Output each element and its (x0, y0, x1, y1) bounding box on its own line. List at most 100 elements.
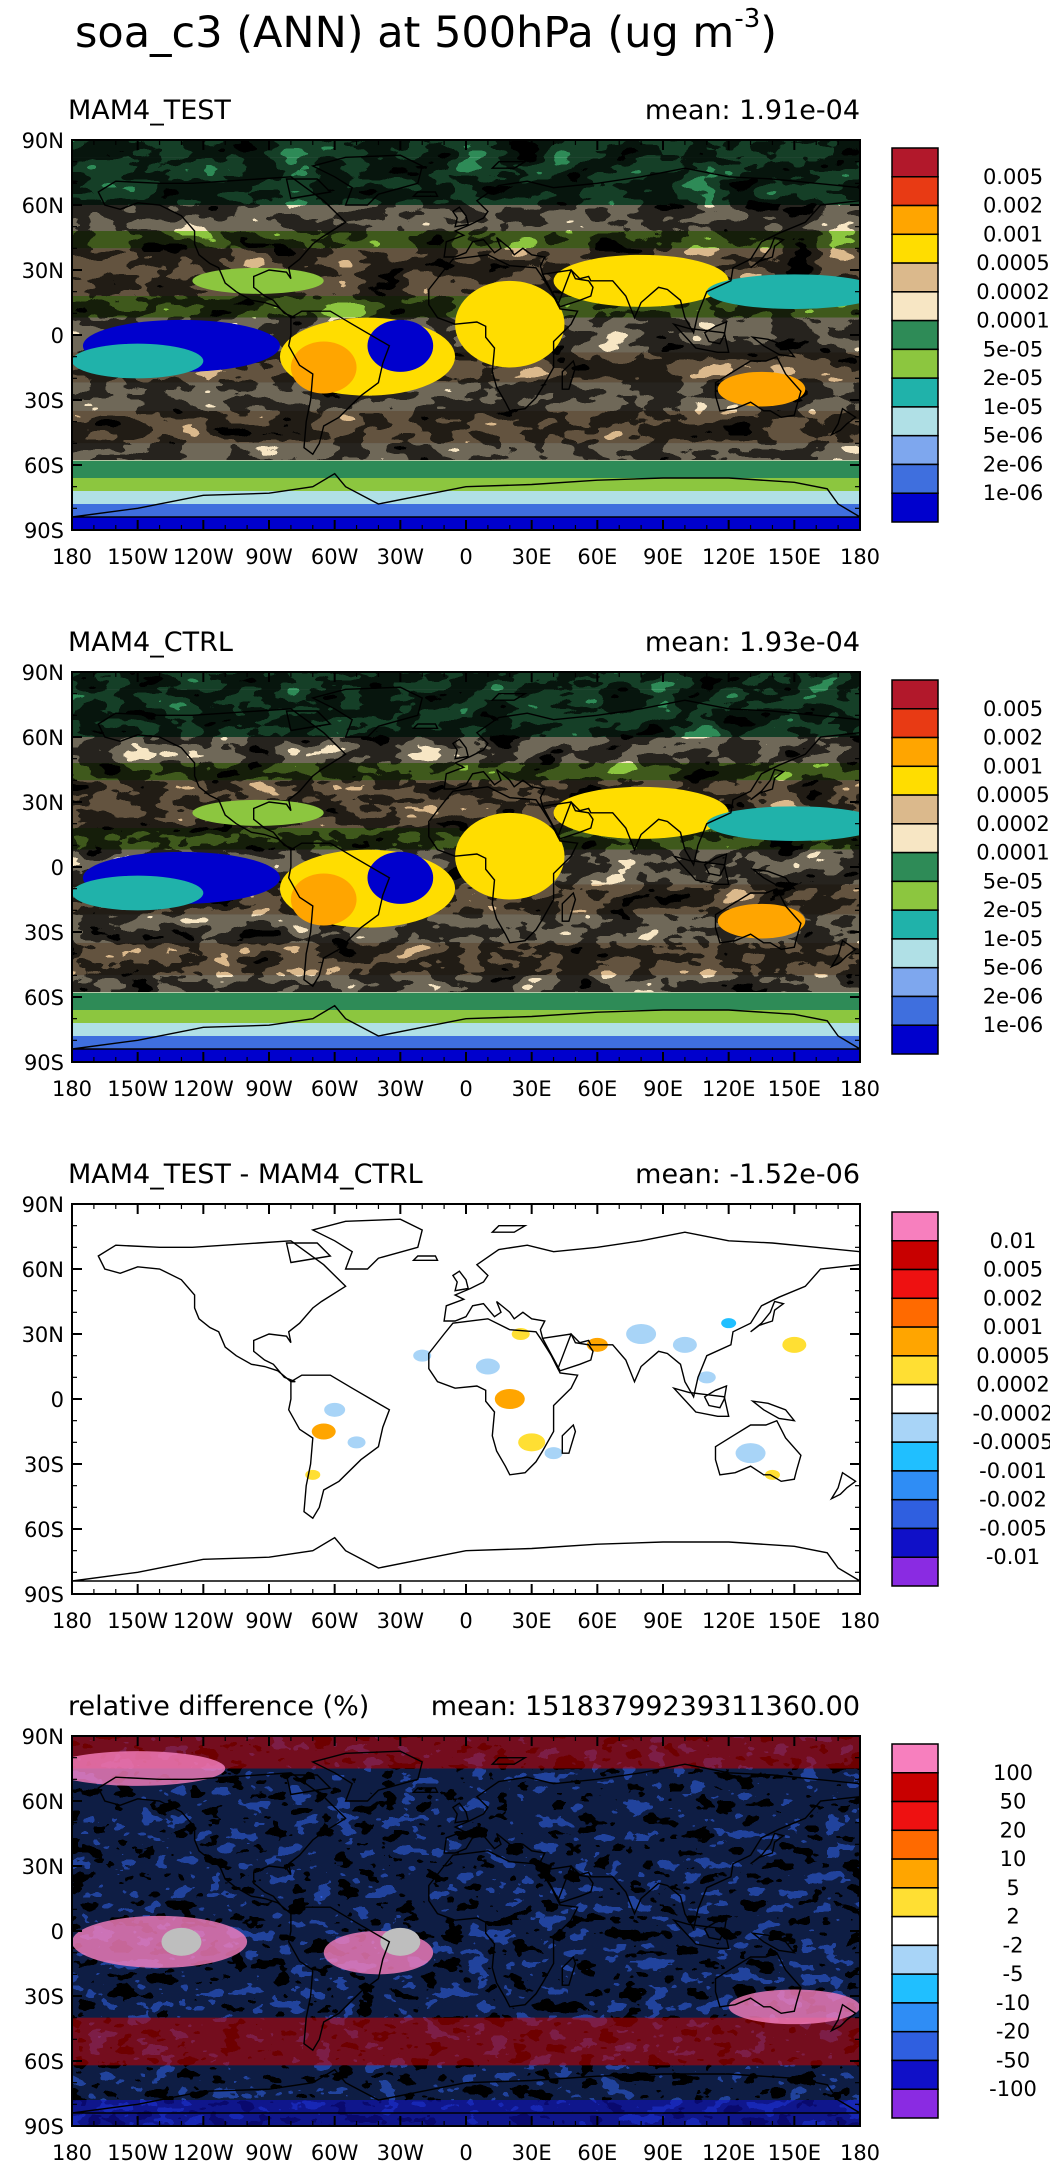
lon-tick-label: 0 (459, 2141, 472, 2165)
coastline-indonesia (671, 1386, 730, 1418)
colorbar-label: -20 (996, 2020, 1030, 2044)
colorbar-box (891, 262, 939, 293)
lon-tick-label: 60E (577, 545, 617, 569)
zonal-band (72, 992, 860, 1010)
lon-tick-label: 120E (702, 1609, 755, 1633)
field-map (72, 1204, 860, 1594)
field-blob (626, 1324, 657, 1344)
zonal-band (72, 2017, 860, 2066)
colorbar-box (891, 1743, 939, 1774)
panel-title: relative difference (%) (68, 1691, 369, 1722)
map-panel: relative difference (%) mean: 15183799239… (22, 1691, 1037, 2165)
colorbar-label: 0.0005 (976, 1344, 1049, 1368)
lon-tick-label: 180 (52, 1077, 92, 1101)
field-blob (290, 873, 357, 926)
coastline-uk (451, 1802, 470, 1824)
coastline-greenland (310, 1750, 424, 1802)
coastline-eurasia (443, 167, 860, 335)
lon-tick-label: 30W (377, 1077, 425, 1101)
coastline-japan (750, 768, 786, 801)
field-map (72, 672, 860, 1062)
lon-tick-label: 150W (107, 2141, 168, 2165)
lon-tick-label: 0 (459, 545, 472, 569)
lon-tick-label: 0 (459, 1077, 472, 1101)
lat-tick-label: 0 (51, 1920, 64, 1944)
coastline-svalbard (490, 693, 528, 701)
colorbar-label: 0.0002 (976, 1373, 1049, 1397)
colorbar-box (891, 204, 939, 236)
coastlines (72, 686, 860, 1050)
colorbar-label: 1e-05 (983, 395, 1044, 419)
colorbar-label: 0.0002 (976, 812, 1049, 836)
coastline-japan (750, 236, 786, 269)
colorbar-box (891, 1829, 939, 1860)
colorbar-label: -0.0005 (972, 1430, 1050, 1454)
colorbar-box (891, 1915, 939, 1947)
field-blob (782, 1336, 807, 1353)
field-blob (72, 1915, 248, 1968)
lon-tick-label: 30W (377, 2141, 425, 2165)
missing-region (380, 1927, 421, 1956)
field-blob (324, 1402, 346, 1417)
coastline-madagascar (561, 1955, 577, 1986)
panel-title: MAM4_TEST - MAM4_CTRL (68, 1159, 423, 1190)
lon-tick-label: 120E (702, 545, 755, 569)
colorbar-box (891, 348, 939, 379)
colorbar-label: 5e-06 (983, 956, 1044, 980)
colorbar-label: -2 (1003, 1933, 1024, 1957)
lon-tick-label: 90E (643, 1609, 683, 1633)
panel-mean: mean: 1.93e-04 (645, 627, 860, 658)
lat-tick-label: 90S (24, 519, 64, 543)
colorbar-label: 2e-06 (983, 452, 1044, 476)
panel-mean: mean: 1.91e-04 (645, 95, 860, 126)
colorbar-label: 2 (1006, 1905, 1019, 1929)
coastline-borneo (703, 320, 728, 345)
field-blob (764, 1469, 780, 1480)
coastline-borneo (703, 1384, 728, 1409)
colorbar-box (891, 1024, 939, 1055)
lon-tick-label: 150E (768, 2141, 821, 2165)
colorbar-box (891, 2059, 939, 2090)
field-blob (494, 1389, 525, 1409)
coastline-south-america (287, 842, 391, 988)
lat-tick-label: 90N (22, 129, 64, 153)
zonal-band (72, 478, 860, 491)
lat-tick-label: 0 (51, 856, 64, 880)
coastline-arabia (541, 801, 594, 840)
lon-tick-label: 90W (245, 2141, 293, 2165)
coastline-australia (714, 1951, 802, 2015)
coastline-uk (451, 1270, 470, 1292)
lat-tick-label: 60S (24, 2050, 64, 2074)
colorbar-box (891, 1556, 939, 1587)
lat-tick-label: 60N (22, 1790, 64, 1814)
colorbar-label: 5e-05 (983, 337, 1044, 361)
lat-tick-label: 90S (24, 1051, 64, 1075)
colorbar-label: -0.0002 (972, 1401, 1050, 1425)
lon-tick-label: 150E (768, 1077, 821, 1101)
lon-tick-label: 120W (173, 1077, 234, 1101)
map-panel: MAM4_TEST mean: 1.91e-04 90N 60N 30N 0 30S 60S 9… (22, 95, 1050, 569)
colorbar: 0.005 0.002 0.001 0.0005 0.0002 0.0001 5e-05 2e… (891, 679, 1050, 1055)
coastline-australia (714, 1419, 802, 1483)
colorbar-box (891, 765, 939, 796)
colorbar-label: -0.002 (979, 1488, 1047, 1512)
lat-tick-label: 30N (22, 259, 64, 283)
colorbar-label: 0.0005 (976, 783, 1049, 807)
colorbar-label: 1e-05 (983, 927, 1044, 951)
colorbar-box (891, 679, 939, 710)
colorbar-label: 0.002 (983, 194, 1043, 218)
coastline-baffin (285, 1242, 332, 1264)
lat-tick-label: 90S (24, 1583, 64, 1607)
lon-tick-label: 150W (107, 545, 168, 569)
colorbar-label: 0.005 (983, 165, 1043, 189)
colorbar-box (891, 406, 939, 437)
colorbar-label: 100 (993, 1761, 1033, 1785)
lat-tick-label: 0 (51, 1388, 64, 1412)
lon-tick-label: 90W (245, 1609, 293, 1633)
colorbar-label: 2e-05 (983, 366, 1044, 390)
coastline-new-guinea (750, 1932, 796, 1954)
lon-tick-label: 30W (377, 545, 425, 569)
colorbar-box (891, 938, 939, 969)
coastline-antarctica (72, 472, 860, 518)
lon-tick-label: 60W (311, 545, 359, 569)
